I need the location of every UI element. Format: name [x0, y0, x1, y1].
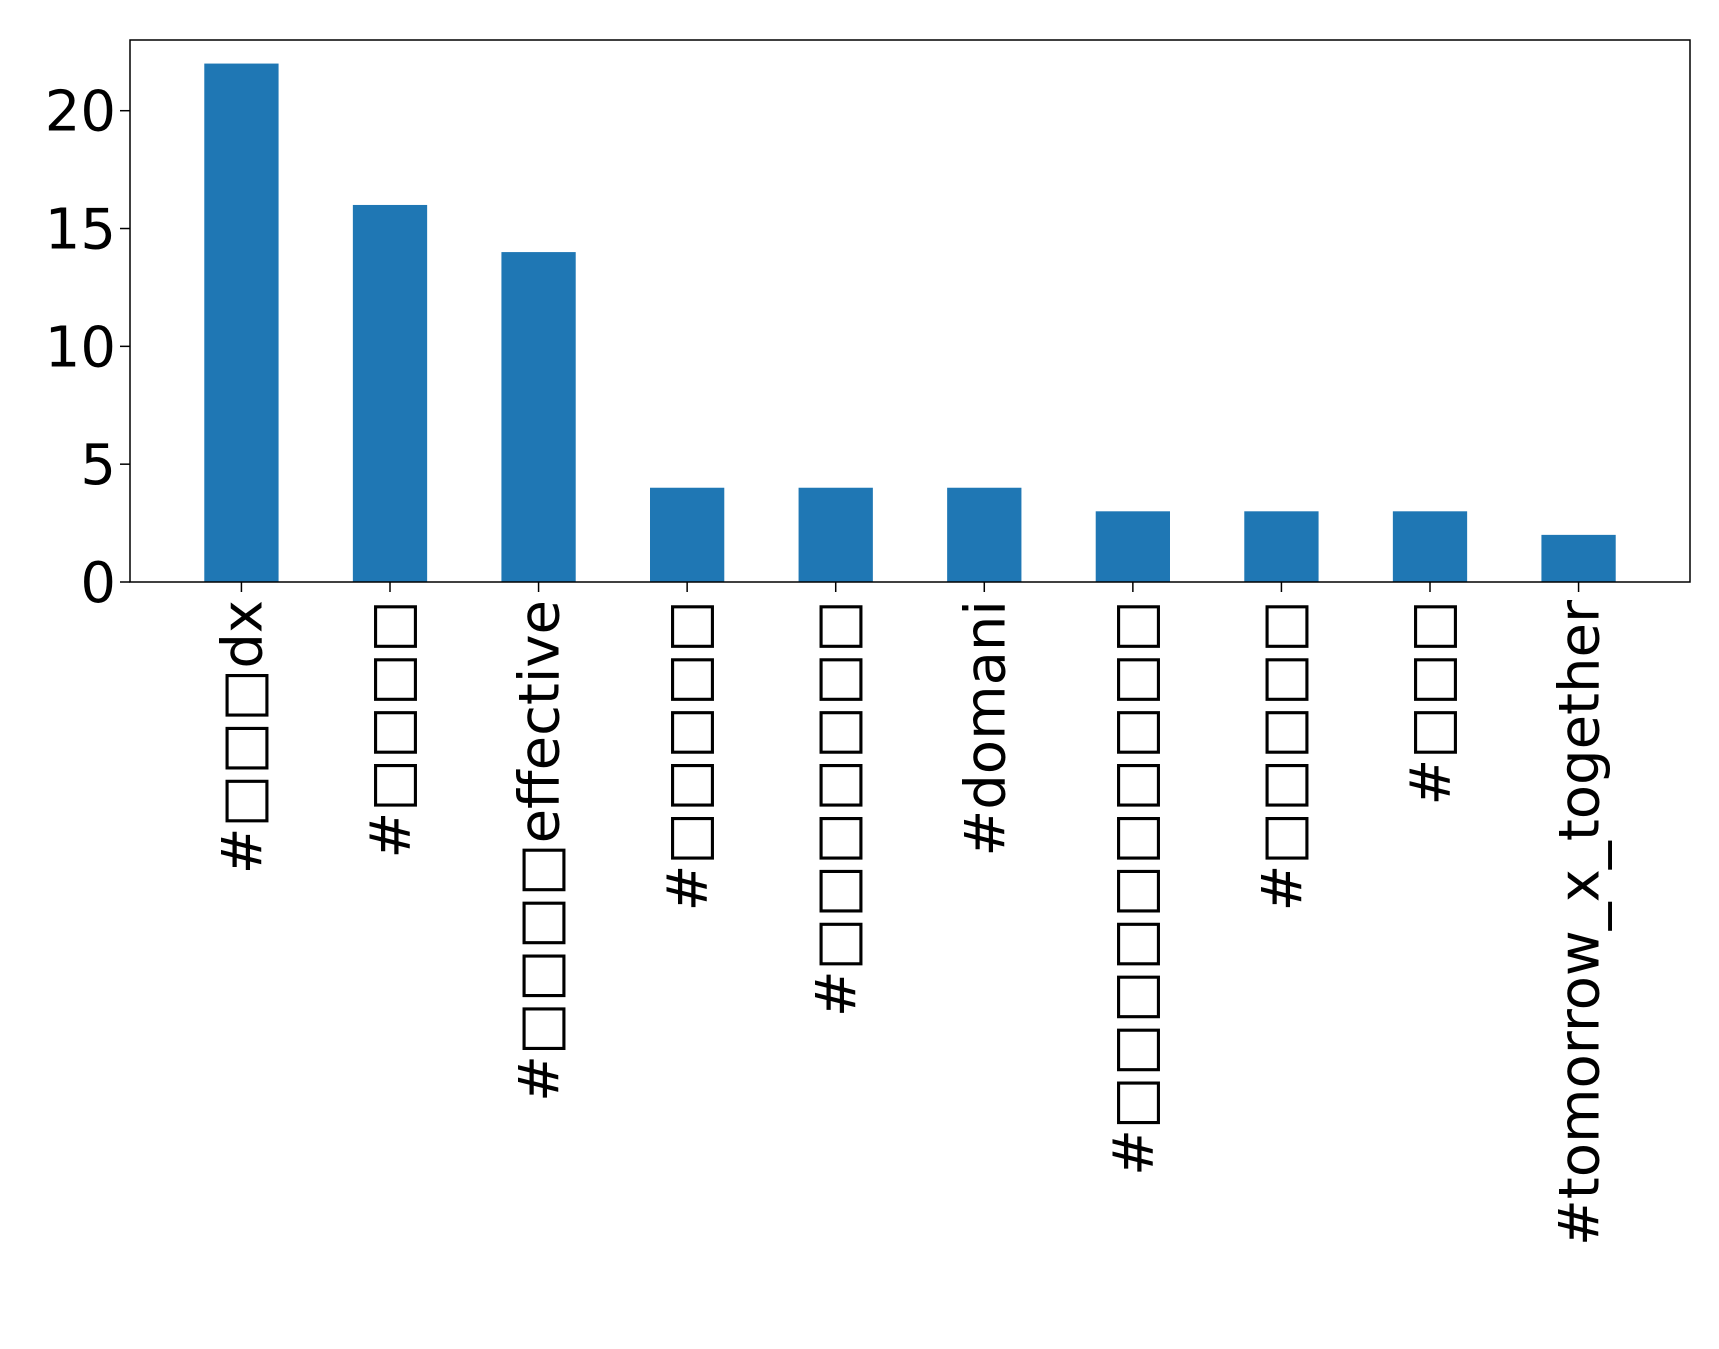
- bar-7: [1244, 511, 1319, 582]
- y-tick-label-2: 10: [45, 315, 116, 380]
- x-tick-label-8: #□□□: [1399, 600, 1464, 806]
- bar-9: [1541, 534, 1616, 582]
- y-tick-label-0: 0: [80, 551, 116, 616]
- y-axis: 0 5 10 15 20: [45, 80, 130, 616]
- y-tick-label-1: 5: [80, 433, 116, 498]
- bar-0: [204, 63, 279, 583]
- bar-6: [1095, 511, 1170, 582]
- y-tick-label-3: 15: [45, 198, 116, 263]
- x-axis: #□□□dx #□□□□ #□□□□effective #□□□□□ #□□□□□□□ #…: [210, 582, 1613, 1246]
- y-tick-label-4: 20: [45, 80, 116, 145]
- bar-4: [798, 487, 873, 582]
- bar-2: [501, 252, 576, 582]
- x-tick-label-7: #□□□□□: [1250, 600, 1315, 911]
- x-tick-label-3: #□□□□□: [656, 600, 721, 911]
- bar-1: [352, 204, 428, 582]
- x-tick-label-5: #domani: [953, 600, 1018, 857]
- x-tick-label-1: #□□□□: [359, 600, 424, 859]
- bars-group: [204, 63, 1616, 583]
- bar-8: [1392, 511, 1468, 582]
- x-tick-label-6: #□□□□□□□□□□: [1102, 600, 1167, 1176]
- x-tick-label-2: #□□□□effective: [508, 600, 573, 1102]
- bar-3: [650, 487, 725, 582]
- bar-5: [947, 487, 1022, 582]
- x-tick-label-0: #□□□dx: [210, 600, 275, 874]
- x-tick-label-9: #tomorrow_x_together: [1548, 599, 1613, 1246]
- x-tick-label-4: #□□□□□□□: [805, 600, 870, 1017]
- plot-frame: [129, 39, 1691, 583]
